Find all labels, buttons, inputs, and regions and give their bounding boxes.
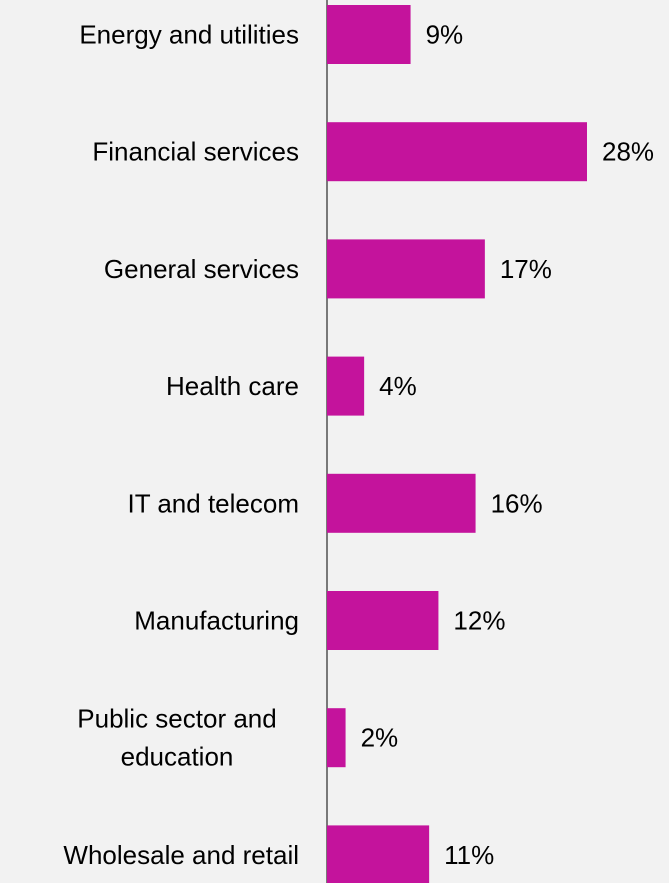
- data-label: 2%: [361, 723, 399, 753]
- bar: [327, 708, 346, 768]
- category-label: Financial services: [92, 137, 299, 167]
- category-label-line: Wholesale and retail: [63, 840, 299, 870]
- bar: [327, 825, 430, 883]
- category-label-line: education: [121, 742, 234, 772]
- category-label: Public sector and education: [77, 704, 276, 772]
- data-label: 28%: [602, 137, 654, 167]
- category-label: Energy and utilities: [79, 20, 299, 50]
- bar: [327, 473, 476, 533]
- category-label-line: Energy and utilities: [79, 20, 299, 50]
- category-label: Manufacturing: [134, 606, 299, 636]
- category-label: General services: [104, 254, 299, 284]
- data-label: 4%: [379, 371, 417, 401]
- category-label-line: Financial services: [92, 137, 299, 167]
- category-label: IT and telecom: [127, 488, 299, 518]
- bar: [327, 5, 411, 64]
- data-label: 17%: [500, 254, 552, 284]
- bar: [327, 591, 439, 650]
- category-label-line: Manufacturing: [134, 606, 299, 636]
- bar: [327, 239, 485, 299]
- category-label-line: IT and telecom: [127, 488, 299, 518]
- category-label: Wholesale and retail: [63, 840, 299, 870]
- data-label: 16%: [491, 488, 543, 518]
- bar: [327, 122, 587, 182]
- data-label: 12%: [453, 606, 505, 636]
- data-label: 9%: [426, 20, 464, 50]
- category-label-line: Health care: [166, 371, 299, 401]
- bar: [327, 356, 365, 416]
- data-label: 11%: [444, 840, 494, 870]
- category-label-line: Public sector and: [77, 704, 276, 734]
- category-label: Health care: [166, 371, 299, 401]
- category-label-line: General services: [104, 254, 299, 284]
